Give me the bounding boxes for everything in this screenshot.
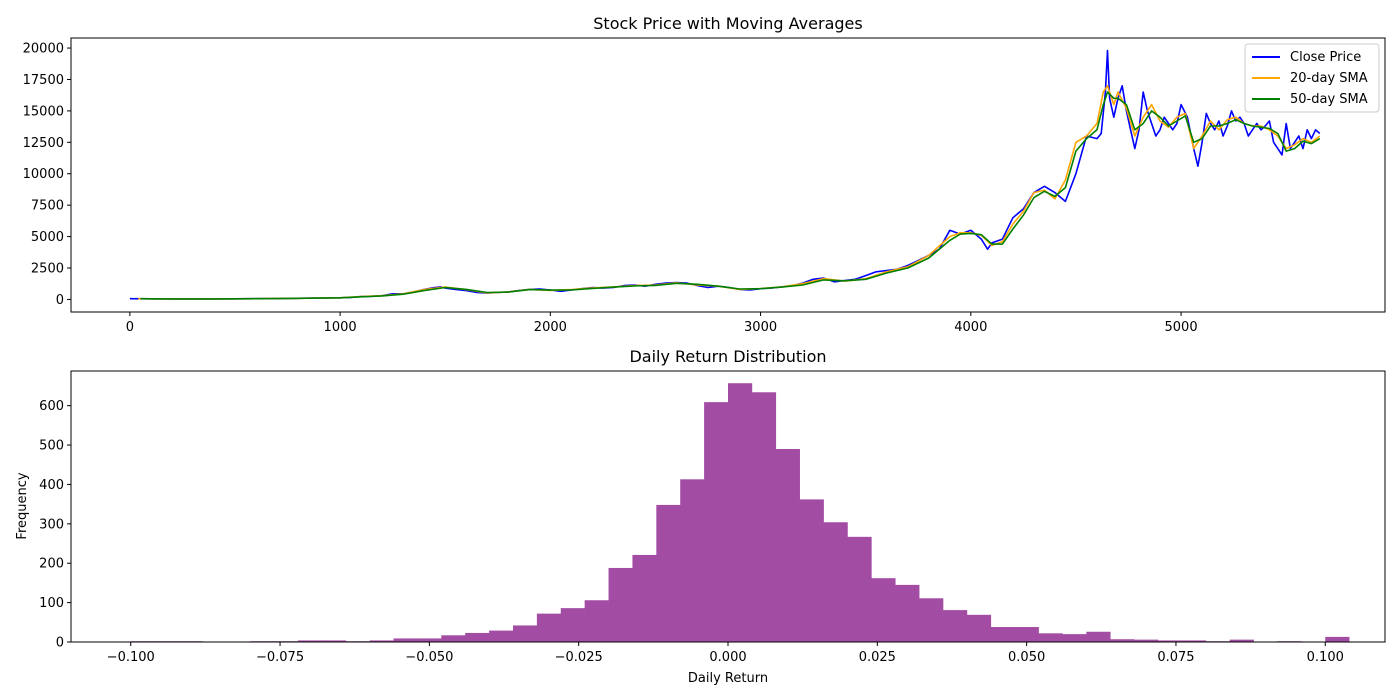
x-tick-label: 3000 [744,320,777,335]
price-chart-title: Stock Price with Moving Averages [593,14,862,33]
x-tick-label: 0.075 [1157,650,1194,665]
x-tick-label: −0.050 [405,650,453,665]
histogram-bar [823,522,848,642]
histogram-bar [1181,640,1207,642]
price-y-ticks: 0 2500 5000 7500 10000 12500 15000 17500 20000 [23,42,71,308]
x-tick-label: 0.025 [859,650,896,665]
histogram-bar [608,567,633,642]
histogram-y-axis-label: Frequency [15,472,30,539]
y-tick-label: 20000 [23,42,64,57]
histogram-bar [584,600,609,642]
histogram-bar [1134,639,1159,642]
histogram-bar [799,499,824,642]
histogram-x-axis-label: Daily Return [688,671,768,686]
histogram-bar [728,383,753,642]
histogram-bar [1158,640,1183,642]
y-tick-label: 400 [39,478,64,493]
x-tick-label: 0.000 [709,650,746,665]
histogram-plot-frame [70,370,1386,643]
histogram-bar [966,614,992,642]
price-plot-frame [70,37,1386,313]
x-tick-label: 4000 [954,320,987,335]
histogram-bar [1062,634,1087,642]
histogram-bar [369,640,394,642]
y-tick-label: 12500 [23,136,64,151]
legend-box [1244,43,1380,113]
y-tick-label: 7500 [31,199,64,214]
histogram-bar [536,613,562,642]
histogram-bar [297,640,323,642]
histogram-bar [990,627,1015,642]
x-tick-label: 5000 [1165,320,1198,335]
y-tick-label: 2500 [31,262,64,277]
legend-label-close-price: Close Price [1290,50,1361,65]
y-tick-label: 0 [56,293,64,308]
histogram-bar [847,536,872,642]
histogram-bar [1325,636,1350,642]
series-line-50-day-sma [140,91,1321,300]
histogram-bar [1086,631,1111,642]
histogram-bar [560,608,585,643]
histogram-bars [130,383,1350,643]
histogram-bar [1110,639,1135,642]
y-tick-label: 500 [39,439,64,454]
histogram-bar [441,635,466,642]
histogram-bar [895,584,920,642]
histogram-bar [656,504,681,642]
histogram-bar [919,598,944,642]
histogram-x-ticks: −0.100 −0.075 −0.050 −0.025 0.000 0.025 0.050 0… [107,642,1344,665]
x-tick-label: −0.075 [256,650,304,665]
histogram-y-ticks: 0 100 200 300 400 500 600 [39,399,71,651]
histogram-bar [751,392,777,642]
y-tick-label: 10000 [23,167,64,182]
histogram-bar [393,638,418,642]
histogram-bar [489,630,514,642]
histogram-bar [704,402,729,642]
histogram-bar [417,638,442,642]
histogram-bar [1229,639,1254,642]
histogram-bar [632,554,657,642]
x-tick-label: 0.100 [1307,650,1344,665]
histogram-bar [680,479,705,642]
histogram-chart: Daily Return Distribution −0.100 −0.075 −0… [15,347,1386,686]
histogram-bar [775,448,800,642]
legend-label-20-day-sma: 20-day SMA [1290,71,1368,86]
histogram-bar [943,610,968,642]
x-tick-label: 0.050 [1008,650,1045,665]
x-tick-label: −0.100 [107,650,155,665]
histogram-bar [321,640,347,642]
legend-label-50-day-sma: 50-day SMA [1290,92,1368,107]
price-series-group [129,49,1321,300]
y-tick-label: 300 [39,517,64,532]
y-tick-label: 200 [39,557,64,572]
histogram-bar [1014,627,1039,642]
price-legend: Close Price 20-day SMA 50-day SMA [1244,43,1380,113]
histogram-bar [871,578,896,642]
histogram-bar [512,625,538,642]
y-tick-label: 5000 [31,230,64,245]
y-tick-label: 15000 [23,104,64,119]
y-tick-label: 100 [39,596,64,611]
price-chart: Stock Price with Moving Averages 0 1000 20… [23,14,1386,335]
x-tick-label: 2000 [534,320,567,335]
histogram-bar [465,632,490,642]
y-tick-label: 600 [39,399,64,414]
price-x-ticks: 0 1000 2000 3000 4000 5000 [126,312,1198,335]
x-tick-label: −0.025 [555,650,603,665]
x-tick-label: 0 [126,320,134,335]
histogram-bar [1038,633,1063,642]
histogram-title: Daily Return Distribution [629,347,826,366]
x-tick-label: 1000 [324,320,357,335]
y-tick-label: 0 [56,636,64,651]
y-tick-label: 17500 [23,73,64,88]
